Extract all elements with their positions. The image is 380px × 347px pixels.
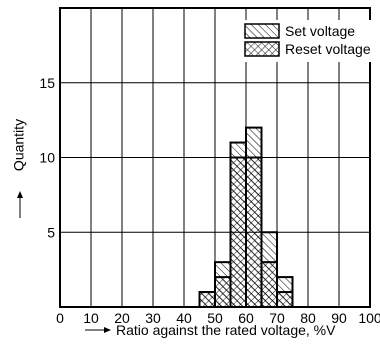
- x-axis-title: Ratio against the rated voltage, %V: [85, 322, 336, 338]
- y-tick-label: 10: [39, 150, 55, 166]
- plot-frame: [59, 7, 371, 308]
- x-tick-label: 80: [300, 310, 316, 326]
- legend-swatch-reset-voltage: [244, 41, 280, 57]
- reset-voltage-bar: [276, 291, 294, 308]
- x-tick-labels: 0 10 20 30 40 50 60 70 80 90 100: [56, 310, 380, 326]
- y-tick-labels: 5 10 15: [39, 75, 55, 241]
- y-axis-label: Quantity: [11, 119, 27, 171]
- x-tick-label: 0: [56, 310, 64, 326]
- y-tick-label: 5: [47, 224, 55, 240]
- x-tick-label: 50: [207, 310, 223, 326]
- legend-label-set-voltage: Set voltage: [285, 23, 355, 39]
- y-tick-label: 15: [39, 75, 55, 91]
- x-tick-label: 30: [145, 310, 161, 326]
- legend: Set voltage Reset voltage: [240, 20, 372, 62]
- reset-voltage-bar: [260, 261, 278, 308]
- x-axis-arrowhead: [104, 327, 111, 333]
- reset-voltage-bar: [229, 156, 247, 308]
- legend-swatch-set-voltage: [244, 23, 280, 39]
- x-tick-label: 20: [114, 310, 130, 326]
- x-tick-label: 100: [358, 310, 380, 326]
- x-tick-label: 60: [238, 310, 254, 326]
- reset-voltage-bar: [245, 156, 263, 308]
- legend-label-reset-voltage: Reset voltage: [285, 41, 371, 57]
- x-tick-label: 70: [269, 310, 285, 326]
- x-tick-label: 90: [331, 310, 347, 326]
- reset-voltage-bar: [198, 291, 216, 308]
- y-axis-arrowhead: [17, 191, 23, 198]
- x-axis-label: Ratio against the rated voltage, %V: [116, 322, 336, 338]
- reset-voltage-bar: [214, 276, 232, 309]
- x-tick-label: 40: [176, 310, 192, 326]
- y-axis-title: Quantity: [11, 119, 27, 218]
- x-tick-label: 10: [83, 310, 99, 326]
